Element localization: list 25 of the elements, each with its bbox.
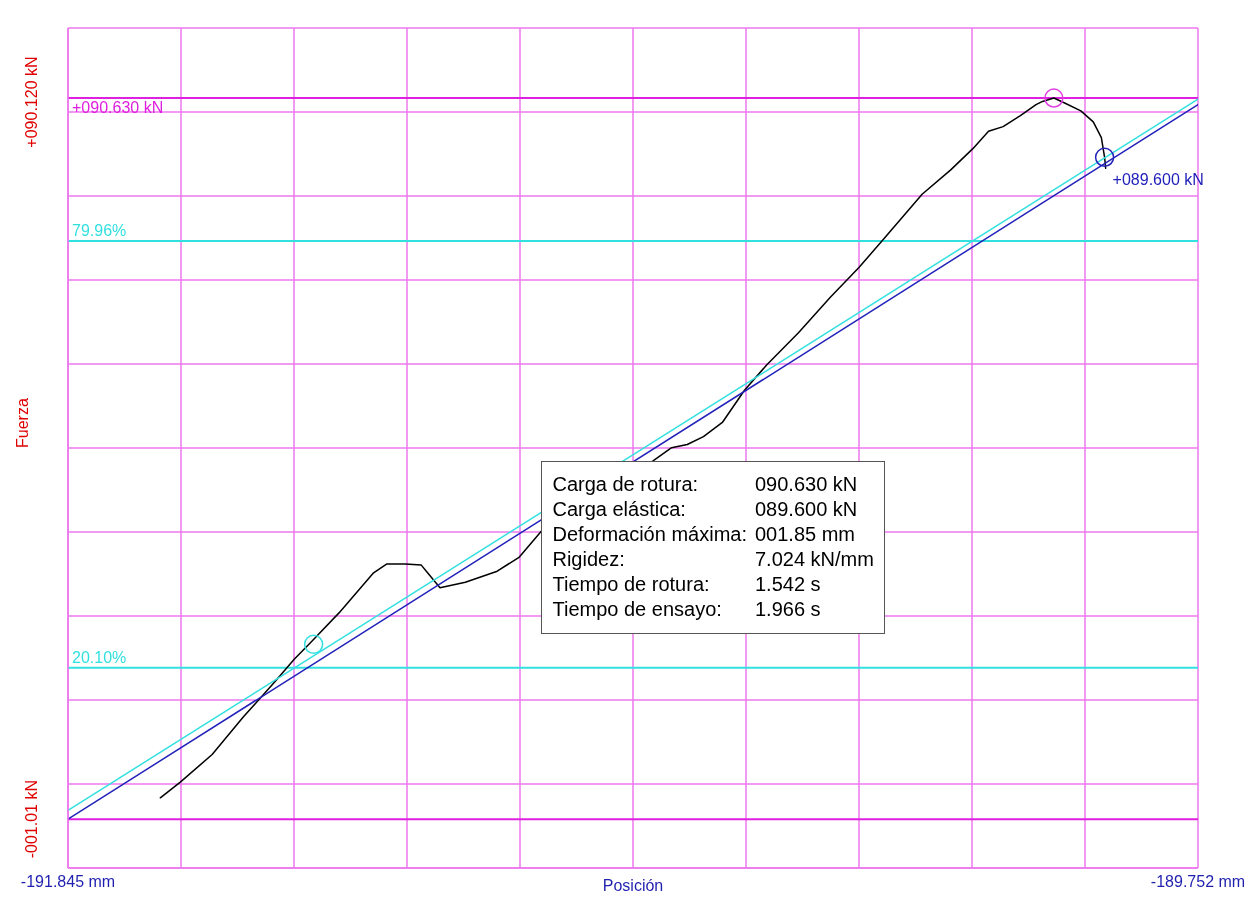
annotation: Carga elástica: [552, 497, 687, 522]
point [1094, 147, 1115, 168]
annotation: 20.10% [72, 648, 127, 666]
x-tick-label: -191.845 mm [20, 873, 116, 891]
y-tick-label: -001.01 kN [23, 780, 41, 859]
annotation: 001.85 mm [754, 522, 857, 547]
annotation: 089.600 kN [754, 497, 859, 522]
point [1044, 88, 1064, 108]
annotation: Carga de rotura: [552, 472, 700, 497]
y-axis-title: Fuerza [13, 398, 31, 448]
annotation: Deformación máxima: [552, 522, 747, 547]
annotation: Rigidez: [552, 547, 626, 572]
annotation: Tiempo de ensayo: [552, 597, 723, 622]
x-tick-label: -189.752 mm [1150, 873, 1246, 891]
annotation: 7.024 kN/mm [754, 547, 874, 572]
y-tick-label: +090.120 kN [23, 56, 41, 148]
annotation: 1.966 s [754, 597, 822, 622]
point [303, 634, 324, 655]
annotation: 1.542 s [754, 572, 822, 597]
annotation: +089.600 kN [1112, 171, 1204, 189]
ref-line-label: +090.630 kN [72, 99, 164, 117]
x-axis-title: Posición [602, 877, 664, 894]
annotation: 090.630 kN [754, 472, 859, 497]
annotation: 79.96% [72, 221, 127, 239]
annotation: Tiempo de rotura: [552, 572, 711, 597]
